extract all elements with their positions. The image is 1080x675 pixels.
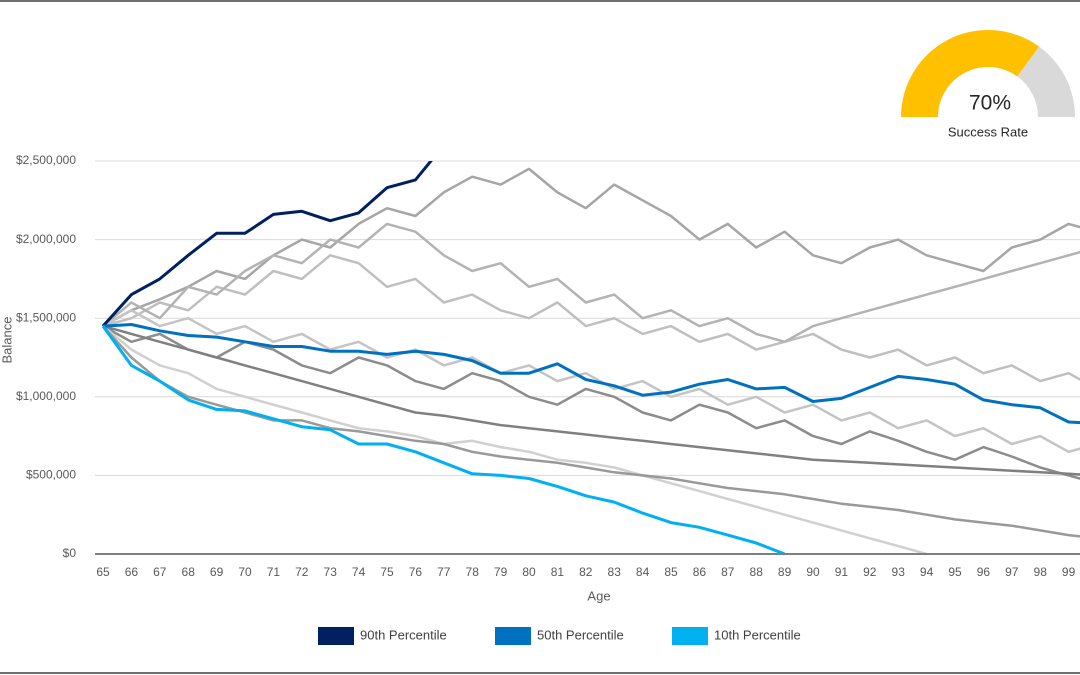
y-tick-label: $1,000,000 [16,389,76,403]
x-tick-label: 70 [238,565,252,579]
x-tick-label: 75 [380,565,394,579]
x-tick-label: 68 [182,565,196,579]
x-tick-label: 87 [721,565,735,579]
x-tick-label: 99 [1062,565,1076,579]
x-tick-label: 65 [96,565,110,579]
x-tick-label: 76 [409,565,423,579]
x-tick-label: 73 [324,565,338,579]
x-tick-label: 94 [920,565,934,579]
y-tick-label: $1,500,000 [16,310,76,324]
x-tick-label: 88 [750,565,764,579]
y-tick-label: $0 [63,546,77,560]
x-tick-label: 81 [551,565,565,579]
x-tick-label: 89 [778,565,792,579]
x-tick-label: 98 [1034,565,1048,579]
simulation-line [102,325,1080,538]
legend-label: 10th Percentile [714,627,801,642]
legend-swatch [672,627,708,645]
simulation-line [102,325,927,556]
x-axis-label: Age [587,588,610,603]
x-tick-label: 80 [522,565,536,579]
x-tick-label: 85 [664,565,678,579]
gauge-track [1017,46,1075,117]
x-tick-label: 66 [125,565,139,579]
x-tick-label: 91 [835,565,849,579]
percentile-line [102,323,1080,425]
x-tick-label: 86 [693,565,707,579]
y-axis-label: Balance [0,317,14,364]
gauge: 70% Success Rate [900,29,1075,139]
x-tick-label: 77 [437,565,451,579]
simulation-line [102,309,1080,454]
x-tick-label: 95 [948,565,962,579]
legend: 90th Percentile 50th Percentile 10th Perce… [318,627,801,645]
gauge-value-label: 70% [969,92,1011,115]
y-tick-label: $2,000,000 [16,232,76,246]
legend-label: 90th Percentile [360,627,447,642]
y-tick-label: $2,500,000 [16,153,76,167]
x-tick-label: 72 [295,565,309,579]
gauge-label: Success Rate [948,124,1028,139]
x-tick-label: 79 [494,565,508,579]
x-tick-label: 92 [863,565,877,579]
x-tick-label: 71 [267,565,281,579]
x-tick-label: 78 [466,565,480,579]
gauge-value [900,29,1040,118]
simulation-line [102,324,1080,476]
x-tick-label: 90 [806,565,820,579]
simulation-line [102,222,1080,344]
x-tick-label: 83 [608,565,622,579]
x-tick-label: 82 [579,565,593,579]
simulation-line [102,167,1080,328]
x-tick-label: 84 [636,565,650,579]
legend-label: 50th Percentile [537,627,624,642]
legend-swatch [318,627,354,645]
x-tick-label: 97 [1005,565,1019,579]
percentile-line [101,325,786,556]
percentile-line [101,161,433,328]
axes: $0 $500,000 $1,000,000 $1,500,000 $2,000,000… [16,153,1080,579]
x-tick-label: 69 [210,565,224,579]
x-tick-label: 74 [352,565,366,579]
y-tick-label: $500,000 [26,468,76,482]
x-tick-label: 93 [892,565,906,579]
simulation-line [102,254,1080,383]
legend-swatch [495,627,531,645]
plot-lines [101,161,1080,556]
x-tick-label: 67 [153,565,167,579]
x-tick-label: 96 [977,565,991,579]
simulation-line [102,325,1080,480]
